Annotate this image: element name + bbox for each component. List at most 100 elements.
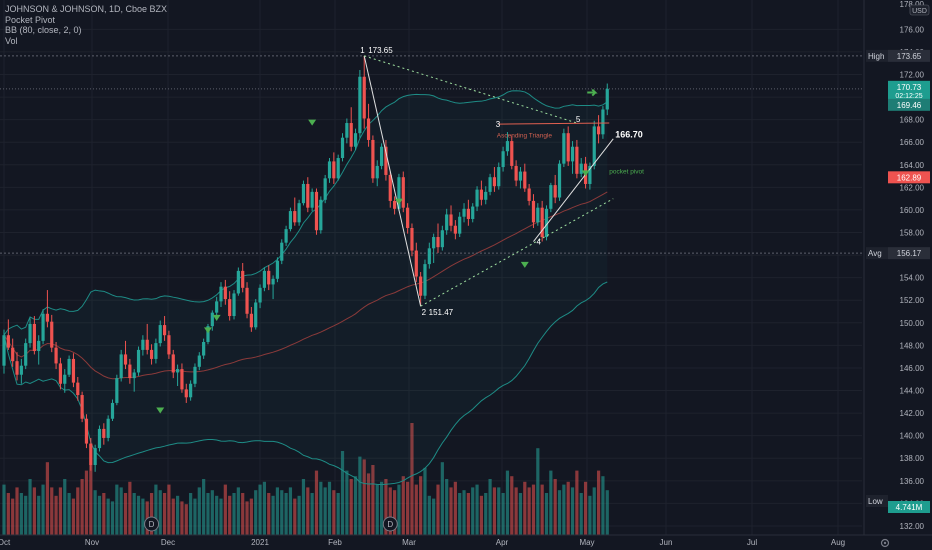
dividend-icon (382, 516, 398, 532)
gear-ring (880, 538, 890, 548)
volume-bar (340, 451, 345, 535)
volume-bar (149, 493, 154, 535)
candle-body (76, 382, 80, 396)
candle-body (176, 369, 180, 373)
volume-bar (102, 493, 106, 535)
bollinger-upper (3, 90, 608, 336)
volume-bar (553, 479, 557, 535)
candle-body (510, 141, 514, 166)
volume-bar (41, 484, 45, 535)
candle-body (484, 191, 488, 200)
volume-bar (336, 493, 340, 535)
volume-bar (197, 487, 201, 535)
pocket-pivot-icon (308, 119, 317, 126)
candle-body (301, 183, 306, 204)
candle-body (306, 183, 310, 208)
bb-upper-tag-text: 169.46 (897, 101, 922, 110)
legend-bollinger[interactable]: BB (80, close, 2, 0) (5, 25, 82, 35)
volume-bar (596, 470, 601, 535)
legend-volume[interactable]: Vol (5, 35, 18, 46)
dividend-label: D (387, 520, 393, 529)
volume-bar (301, 479, 306, 535)
candle-body (119, 354, 123, 379)
candle-body (379, 146, 384, 166)
candle-body (523, 171, 527, 189)
avg-value-tag-text: 156.17 (897, 249, 922, 258)
candle-body (479, 189, 483, 200)
volume-bar (306, 487, 310, 535)
volume-bar (215, 495, 219, 535)
bollinger-lower (3, 281, 608, 486)
volume-bar (258, 484, 262, 535)
bollinger-basis (3, 191, 608, 380)
candle-body (436, 237, 440, 248)
volume-bar (223, 484, 227, 535)
settings-gear-icon[interactable] (880, 538, 890, 548)
volume-bar (588, 495, 592, 535)
candle-body (115, 378, 119, 403)
grid-lines (0, 0, 862, 535)
candle-body (293, 211, 297, 223)
lower-trendline (420, 198, 614, 307)
volume-bar (510, 476, 514, 535)
candle-body (241, 270, 245, 288)
candle-body (284, 229, 288, 243)
annotations: 1 173.65 2 151.47 3 4 5 166.70 Ascending Triangl… (360, 46, 644, 317)
candle-body (6, 335, 10, 348)
wave-5-label: 5 (576, 115, 581, 124)
candle-body (518, 171, 523, 181)
volume-bar (527, 487, 531, 535)
volume-bar (119, 487, 123, 535)
high-value-tag-bg (888, 49, 930, 62)
y-tick-label: 162.00 (900, 183, 925, 192)
volume-bar (171, 498, 175, 535)
volume-bar (514, 487, 518, 535)
candle-body (327, 161, 332, 179)
volume-bar (379, 481, 384, 535)
volume-bar (71, 498, 76, 535)
candle-body (193, 366, 197, 384)
volume-bar (280, 490, 284, 535)
candle-body (449, 214, 453, 226)
volume-bar (492, 487, 497, 535)
x-tick-label: Aug (831, 538, 845, 547)
high-value-tag: 173.65 (888, 49, 930, 62)
volume-bars (2, 423, 609, 535)
x-tick-label: Jul (747, 538, 757, 547)
dividend-marker: D (144, 516, 160, 532)
candle-body (605, 88, 609, 110)
candle-body (570, 146, 575, 162)
y-tick-label: 164.00 (900, 161, 925, 170)
candle-body (384, 146, 388, 175)
target-label: 166.70 (615, 129, 643, 139)
unit-badge: USD (909, 4, 930, 16)
volume-bar (132, 493, 136, 535)
y-tick-label: 138.00 (900, 454, 925, 463)
candle-body (54, 347, 58, 364)
last-price-bg (888, 80, 930, 100)
volume-bar (544, 493, 549, 535)
candle-body (210, 312, 214, 327)
legend-pocket-pivot[interactable]: Pocket Pivot (5, 14, 56, 25)
candle-body (136, 349, 141, 373)
legend-symbol[interactable]: JOHNSON & JOHNSON, 1D, Cboe BZX (5, 4, 168, 14)
last-price-value: 170.73 (897, 83, 922, 92)
candle-body (219, 286, 223, 302)
volume-bar (466, 493, 470, 535)
volume-bar (228, 495, 232, 535)
volume-bar (362, 459, 366, 535)
y-tick-label: 132.00 (900, 522, 925, 531)
bb-basis-tag-bg (888, 171, 930, 184)
candle-body (58, 363, 63, 384)
high-tag: High (866, 49, 888, 62)
volume-bar (401, 476, 405, 535)
low-name-bg (866, 495, 888, 507)
candle-body (423, 264, 427, 296)
volume-bar (67, 493, 71, 535)
volume-bar (232, 493, 236, 535)
volume-bar (249, 498, 253, 535)
candle-body (575, 146, 579, 174)
candle-body (254, 302, 258, 328)
